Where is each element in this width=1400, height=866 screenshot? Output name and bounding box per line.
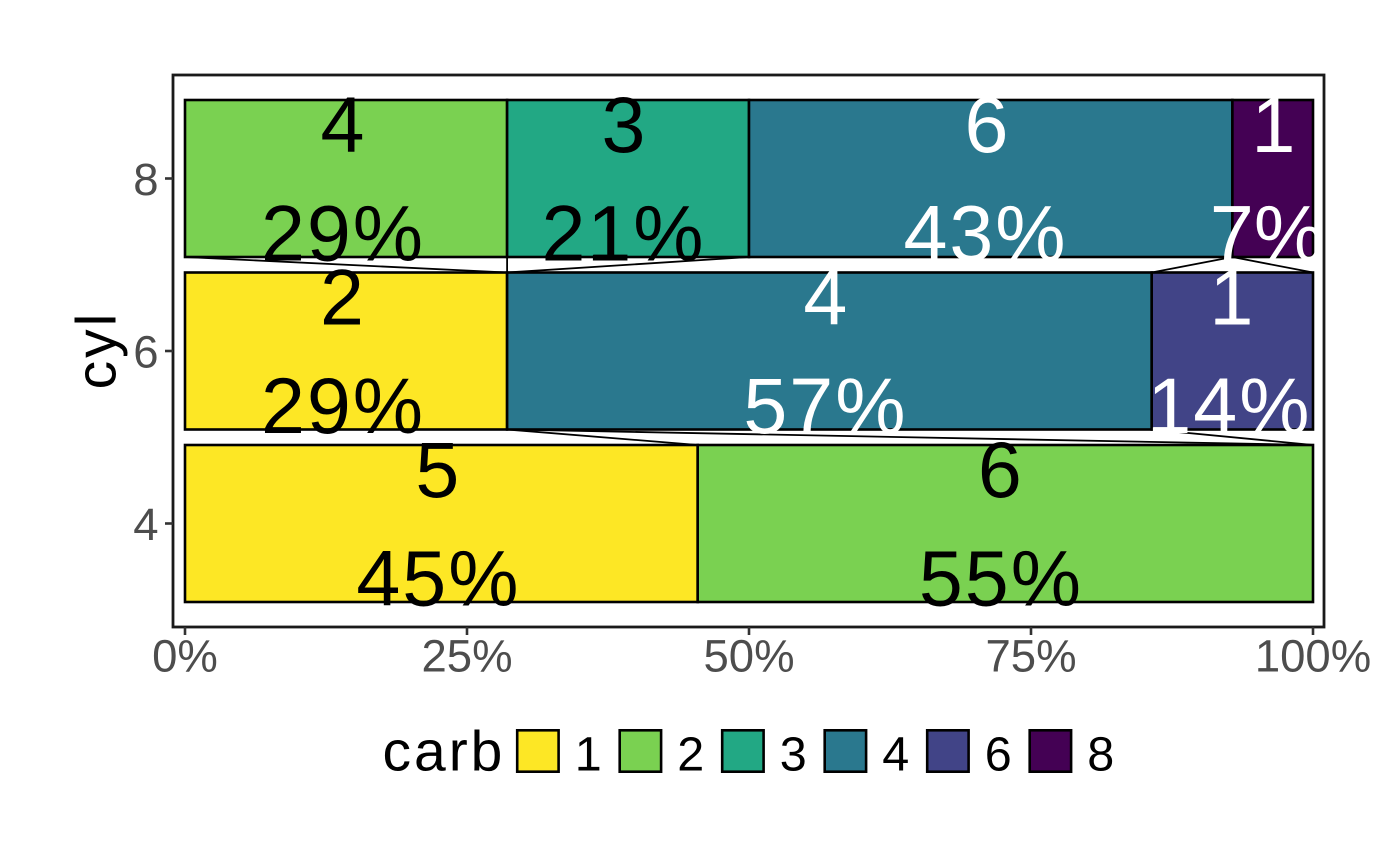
svg-text:4: 4 <box>803 253 847 342</box>
svg-text:6: 6 <box>965 80 1009 169</box>
svg-text:3: 3 <box>780 728 807 782</box>
svg-text:1: 1 <box>1210 253 1254 342</box>
svg-text:1: 1 <box>575 728 602 782</box>
svg-text:2: 2 <box>677 728 704 782</box>
svg-text:45%: 45% <box>356 534 520 623</box>
svg-text:25%: 25% <box>421 630 512 681</box>
svg-text:1: 1 <box>1252 80 1296 169</box>
svg-text:7%: 7% <box>1210 189 1324 278</box>
svg-text:8: 8 <box>1087 728 1114 782</box>
svg-text:29%: 29% <box>261 189 425 278</box>
svg-text:57%: 57% <box>743 361 907 450</box>
svg-text:2: 2 <box>320 253 364 342</box>
svg-text:cyl: cyl <box>65 311 129 390</box>
svg-text:14%: 14% <box>1147 361 1311 450</box>
svg-text:8: 8 <box>133 154 158 205</box>
svg-text:4: 4 <box>321 80 365 169</box>
svg-text:55%: 55% <box>919 534 1083 623</box>
svg-text:6: 6 <box>985 728 1012 782</box>
svg-text:43%: 43% <box>903 189 1067 278</box>
svg-text:29%: 29% <box>261 361 425 450</box>
svg-text:5: 5 <box>415 425 459 514</box>
svg-text:4: 4 <box>882 728 909 782</box>
svg-text:50%: 50% <box>703 630 794 681</box>
svg-text:21%: 21% <box>541 189 705 278</box>
svg-text:6: 6 <box>133 326 158 377</box>
svg-text:carb: carb <box>383 720 506 784</box>
svg-text:6: 6 <box>978 425 1022 514</box>
svg-text:0%: 0% <box>152 630 218 681</box>
svg-text:4: 4 <box>133 499 158 550</box>
svg-text:75%: 75% <box>985 630 1076 681</box>
svg-text:3: 3 <box>602 80 646 169</box>
svg-text:100%: 100% <box>1255 630 1371 681</box>
